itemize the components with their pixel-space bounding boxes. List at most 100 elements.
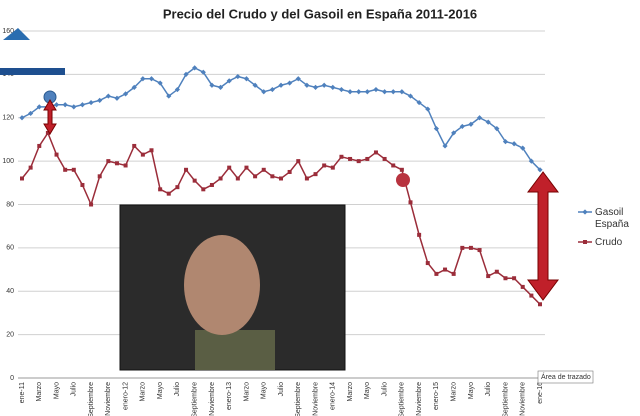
x-tick-label: Marzo: [36, 382, 43, 402]
marker: [330, 84, 336, 90]
x-tick-label: Mayo: [468, 382, 475, 399]
x-tick-label: Julio: [71, 382, 78, 397]
marker: [192, 65, 198, 71]
x-tick-label: Mayo: [261, 382, 268, 399]
annotations: [0, 28, 559, 371]
x-tick-label: Julio: [485, 382, 492, 397]
marker: [304, 82, 310, 88]
x-tick-label: Septiembre: [399, 382, 406, 416]
y-tick-label: 40: [6, 288, 14, 295]
marker: [28, 110, 34, 117]
marker: [330, 165, 335, 170]
marker: [390, 89, 396, 95]
x-tick-label: Julio: [174, 382, 181, 397]
marker: [261, 89, 267, 95]
x-tick-label: Marzo: [140, 382, 147, 402]
marker: [71, 104, 77, 110]
legend-label: Gasoil España: [595, 207, 629, 230]
marker: [269, 86, 275, 93]
x-tick-label: Marzo: [451, 382, 458, 402]
marker: [45, 130, 50, 135]
x-tick-label: Septiembre: [88, 382, 95, 416]
marker: [476, 115, 483, 121]
x-tick-label: Marzo: [347, 382, 354, 402]
marker: [538, 302, 542, 307]
marker: [53, 102, 60, 108]
y-tick-label: 120: [2, 115, 14, 122]
marker: [184, 167, 189, 172]
marker: [338, 86, 345, 93]
legend-swatch: [583, 240, 587, 244]
marker: [157, 80, 163, 86]
x-tick-label: Septiembre: [502, 382, 509, 416]
marker: [209, 82, 215, 88]
marker: [295, 76, 301, 82]
marker: [460, 245, 465, 250]
marker: [537, 167, 543, 173]
x-tick-label: Noviembre: [416, 382, 423, 416]
tooltip-box: [537, 370, 594, 384]
marker: [417, 232, 422, 237]
marker: [528, 158, 534, 164]
legend-label: Crudo: [595, 237, 623, 248]
marker: [114, 161, 119, 166]
marker: [62, 102, 68, 108]
arrow: [43, 99, 57, 135]
marker: [459, 123, 465, 130]
x-tick-label: Mayo: [157, 382, 164, 399]
marker: [442, 143, 448, 149]
marker: [175, 185, 180, 190]
marker: [356, 89, 362, 95]
x-tick-label: Mayo: [364, 382, 371, 399]
marker: [494, 269, 499, 274]
legend-swatch: [582, 209, 588, 215]
logo: [3, 28, 30, 40]
webcam-overlay: [184, 235, 260, 335]
y-tick-label: 100: [2, 158, 14, 165]
plot-area: 020406080100120140160ene-11MarzoMayoJuli…: [2, 28, 545, 416]
marker: [89, 202, 94, 207]
x-tick-label: Mayo: [53, 382, 60, 399]
marker: [408, 200, 413, 205]
marker: [71, 167, 76, 172]
highlight-circle: [396, 173, 410, 187]
marker: [114, 95, 120, 101]
x-tick-label: Septiembre: [295, 382, 302, 416]
marker: [399, 167, 404, 172]
x-tick-label: Septiembre: [192, 382, 199, 416]
marker: [88, 99, 94, 106]
marker: [339, 154, 344, 159]
marker: [382, 156, 387, 161]
marker: [391, 163, 396, 168]
y-tick-label: 60: [6, 245, 14, 252]
marker: [244, 165, 249, 170]
marker: [201, 187, 206, 192]
marker: [494, 125, 500, 132]
marker: [322, 163, 327, 168]
marker: [140, 152, 145, 157]
y-tick-label: 20: [6, 331, 14, 338]
marker: [279, 176, 283, 181]
marker: [399, 89, 405, 95]
marker: [278, 82, 284, 88]
marker: [158, 187, 163, 192]
marker: [502, 139, 509, 145]
marker: [287, 169, 292, 174]
marker: [512, 276, 517, 281]
marker: [37, 143, 42, 148]
marker: [503, 276, 508, 281]
marker: [253, 174, 258, 179]
marker: [148, 76, 155, 82]
marker: [511, 141, 517, 147]
marker: [192, 178, 197, 183]
webcam-overlay: [195, 330, 275, 370]
tooltip: Área de trazado: [541, 372, 591, 381]
x-tick-label: ene-11: [19, 382, 26, 403]
marker: [434, 271, 439, 276]
marker: [313, 172, 318, 177]
marker: [270, 174, 275, 179]
x-tick-label: enero-15: [433, 382, 440, 410]
marker: [209, 182, 214, 187]
marker: [425, 106, 431, 112]
